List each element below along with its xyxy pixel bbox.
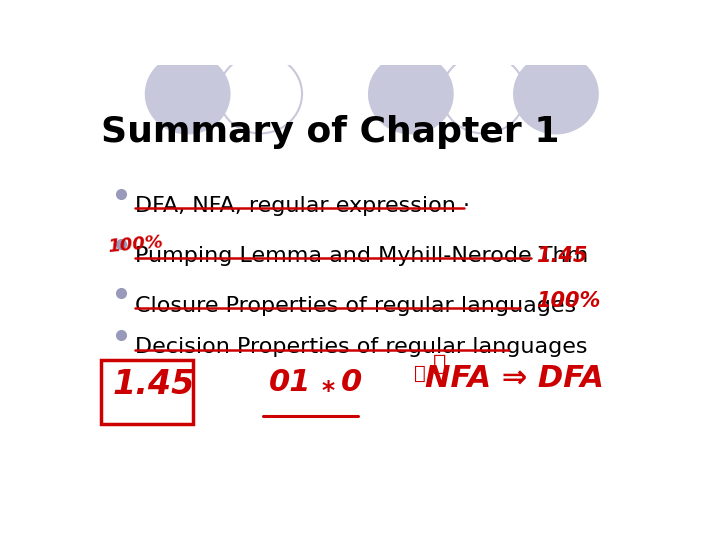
Ellipse shape bbox=[369, 55, 453, 133]
Text: Summary of Chapter 1: Summary of Chapter 1 bbox=[101, 114, 559, 148]
Ellipse shape bbox=[514, 55, 598, 133]
Text: Decision Properties of regular languages: Decision Properties of regular languages bbox=[135, 337, 587, 357]
Text: 100%: 100% bbox=[536, 292, 600, 312]
Text: Closure Properties of regular languages: Closure Properties of regular languages bbox=[135, 295, 576, 315]
Ellipse shape bbox=[145, 55, 230, 133]
Text: DFA, NFA, regular expression ·: DFA, NFA, regular expression · bbox=[135, 196, 469, 216]
Text: 100%: 100% bbox=[107, 233, 163, 256]
Text: Ⓢ: Ⓢ bbox=[433, 354, 446, 374]
Text: Ⓜ: Ⓜ bbox=[413, 364, 426, 383]
Text: 1.45: 1.45 bbox=[536, 246, 588, 266]
Text: Pumping Lemma and Myhill-Nerode Thm: Pumping Lemma and Myhill-Nerode Thm bbox=[135, 246, 588, 266]
Text: NFA ⇒ DFA: NFA ⇒ DFA bbox=[425, 364, 603, 393]
Text: 01: 01 bbox=[269, 368, 311, 397]
Text: 1.45: 1.45 bbox=[112, 368, 194, 401]
Text: 0: 0 bbox=[341, 368, 362, 397]
Text: *: * bbox=[322, 379, 335, 403]
